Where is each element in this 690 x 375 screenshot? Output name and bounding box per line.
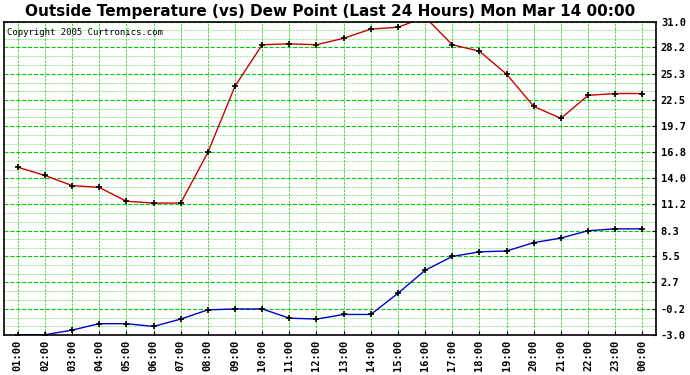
- Title: Outside Temperature (vs) Dew Point (Last 24 Hours) Mon Mar 14 00:00: Outside Temperature (vs) Dew Point (Last…: [25, 4, 635, 19]
- Text: Copyright 2005 Curtronics.com: Copyright 2005 Curtronics.com: [8, 28, 164, 37]
